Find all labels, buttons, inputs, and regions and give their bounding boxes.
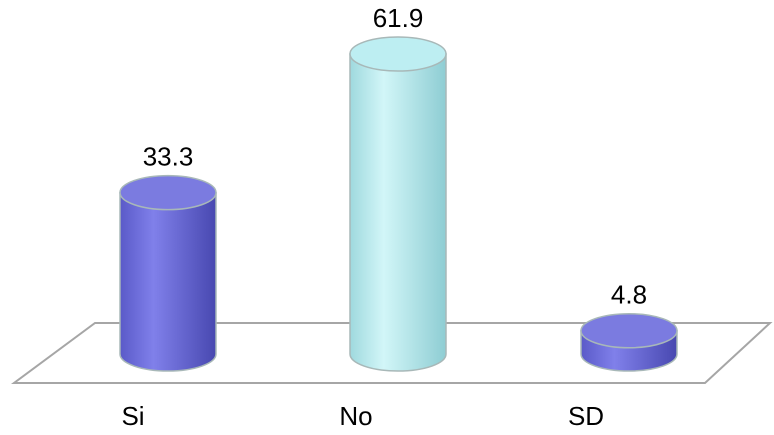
data-label-no: 61.9 — [373, 3, 424, 33]
bar-si — [119, 174, 217, 372]
bar-top-no — [349, 36, 447, 72]
bar-top-si — [119, 174, 217, 211]
data-label-sd: 4.8 — [611, 280, 647, 310]
bar-no — [349, 36, 447, 372]
value-labels-group: 33.3 61.9 4.8 — [143, 3, 647, 310]
bar-sd — [580, 312, 678, 372]
bar-top-sd — [580, 312, 678, 349]
bar-body-si — [119, 191, 217, 372]
category-label-sd: SD — [568, 401, 604, 431]
chart-floor — [10, 322, 773, 384]
category-label-si: Si — [121, 401, 144, 431]
bars-group — [119, 36, 678, 372]
bar-body-no — [349, 53, 447, 372]
category-label-no: No — [339, 401, 372, 431]
category-axis: Si No SD — [121, 401, 604, 431]
data-label-si: 33.3 — [143, 142, 194, 172]
